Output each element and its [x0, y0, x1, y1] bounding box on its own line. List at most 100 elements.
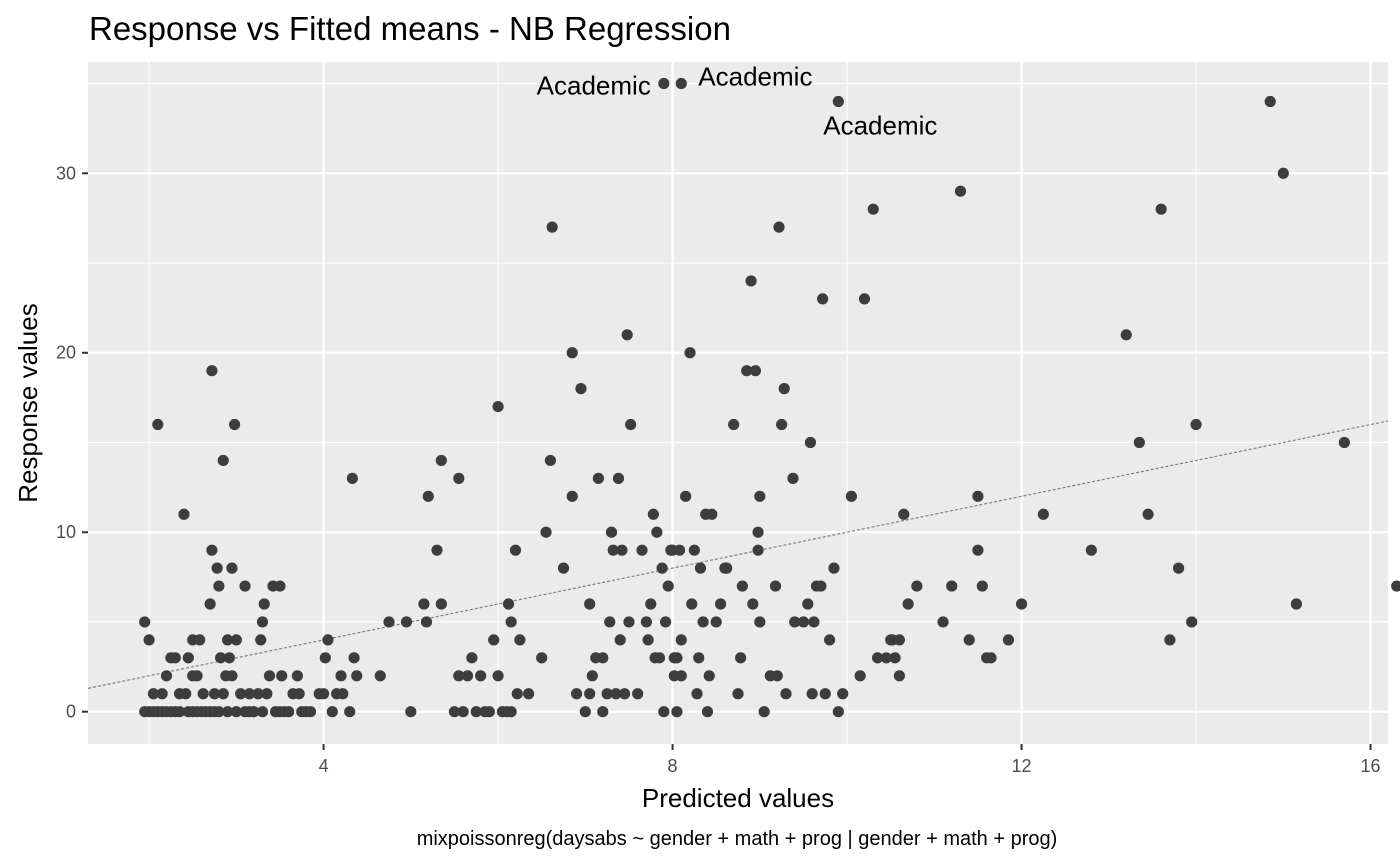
- data-point: [383, 616, 395, 628]
- plot-panel: [88, 62, 1388, 744]
- data-point: [684, 347, 696, 359]
- y-tick-label: 10: [56, 522, 76, 542]
- data-point: [771, 670, 783, 682]
- data-point: [511, 688, 523, 700]
- data-point: [828, 562, 840, 574]
- data-point: [640, 616, 652, 628]
- data-point: [889, 652, 901, 664]
- data-point: [160, 670, 173, 682]
- reference-line: [87, 420, 1389, 689]
- data-point: [492, 670, 504, 682]
- data-point: [143, 634, 155, 646]
- data-point: [431, 544, 443, 556]
- data-point: [217, 454, 229, 467]
- data-point: [405, 706, 417, 718]
- data-point: [728, 418, 740, 431]
- data-point: [317, 688, 330, 700]
- data-point: [714, 598, 727, 610]
- data-point: [937, 616, 949, 628]
- point-annotation-label: Academic: [823, 110, 937, 140]
- data-point: [817, 293, 829, 305]
- data-point: [671, 706, 683, 718]
- data-point: [579, 706, 591, 718]
- data-point: [880, 652, 892, 664]
- data-point: [453, 670, 465, 682]
- data-point: [492, 400, 504, 413]
- data-point: [607, 544, 619, 556]
- point-annotation-label: Academic: [537, 71, 651, 101]
- data-point: [616, 544, 628, 556]
- data-point: [605, 526, 618, 538]
- data-point: [586, 670, 598, 682]
- data-point: [291, 670, 303, 682]
- data-point: [601, 688, 613, 700]
- data-point: [435, 598, 447, 610]
- data-point: [1133, 436, 1145, 449]
- data-point: [470, 706, 482, 718]
- data-point: [832, 706, 844, 718]
- data-point: [191, 706, 203, 718]
- data-point: [675, 670, 687, 682]
- data-point: [697, 616, 709, 628]
- data-point: [213, 580, 225, 592]
- y-axis-title: Response values: [13, 303, 43, 502]
- data-point: [893, 670, 906, 682]
- data-point: [824, 634, 836, 646]
- data-point: [335, 670, 347, 682]
- data-point: [867, 203, 879, 215]
- data-point: [348, 652, 360, 664]
- data-point: [721, 562, 733, 574]
- data-point: [732, 688, 744, 700]
- data-point: [701, 706, 714, 718]
- data-point: [206, 544, 218, 556]
- data-point: [261, 688, 273, 700]
- data-point: [1002, 634, 1015, 646]
- data-point: [502, 598, 515, 610]
- data-point: [505, 706, 517, 718]
- data-point: [693, 652, 705, 664]
- data-point: [182, 652, 194, 664]
- data-point: [252, 688, 264, 700]
- data-point: [837, 688, 849, 700]
- data-point: [570, 688, 583, 700]
- data-point: [1186, 616, 1198, 628]
- data-point: [322, 634, 334, 646]
- data-point: [636, 544, 648, 556]
- x-axis-title: Predicted values: [642, 783, 834, 813]
- x-tick-label: 4: [319, 756, 329, 776]
- data-point: [1015, 598, 1028, 610]
- data-point: [337, 688, 349, 700]
- data-point: [584, 598, 596, 610]
- data-point: [832, 95, 844, 108]
- data-point: [597, 706, 609, 718]
- data-point: [139, 616, 151, 628]
- data-point: [612, 472, 625, 484]
- data-point: [283, 706, 295, 718]
- data-point: [230, 706, 242, 718]
- data-point: [621, 329, 633, 341]
- data-point: [898, 508, 910, 520]
- data-point: [514, 634, 526, 646]
- data-point: [632, 688, 644, 700]
- data-point: [610, 688, 622, 700]
- data-point: [741, 365, 753, 377]
- data-point: [228, 418, 241, 431]
- data-point: [651, 526, 663, 538]
- data-point: [673, 544, 686, 556]
- data-point: [1173, 562, 1185, 574]
- data-point: [258, 598, 270, 610]
- data-point: [659, 616, 672, 628]
- data-point: [169, 706, 181, 718]
- data-point: [845, 490, 858, 502]
- data-point: [211, 562, 223, 574]
- data-point: [461, 670, 474, 682]
- data-point: [536, 652, 548, 664]
- data-point: [789, 616, 801, 628]
- data-point: [773, 221, 785, 233]
- data-point: [147, 688, 160, 700]
- data-point: [776, 418, 788, 431]
- data-point: [523, 688, 535, 700]
- data-point: [758, 706, 770, 718]
- data-point: [1037, 508, 1049, 520]
- data-point: [217, 688, 229, 700]
